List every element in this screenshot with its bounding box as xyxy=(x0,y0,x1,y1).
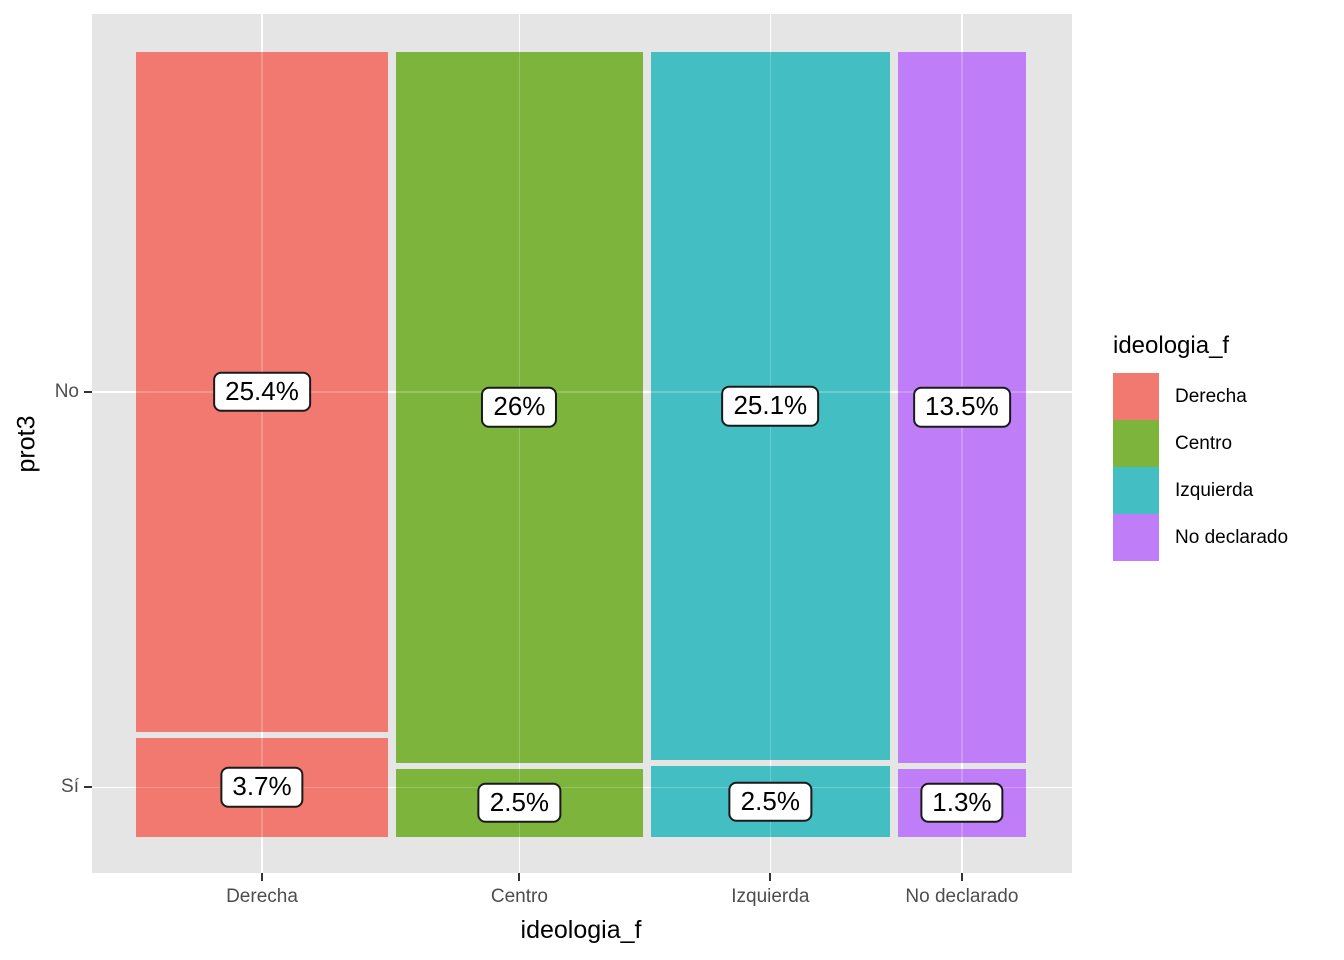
x-tick-label: Izquierda xyxy=(731,886,810,907)
x-tick-label: Derecha xyxy=(226,886,298,907)
x-axis-title: ideologia_f xyxy=(520,916,642,944)
percent-label: 25.4% xyxy=(213,371,311,413)
percent-label: 3.7% xyxy=(220,767,304,808)
legend-swatch-icon xyxy=(1113,514,1159,561)
percent-label: 2.5% xyxy=(477,782,562,824)
x-tick-label: Centro xyxy=(490,886,548,907)
legend-item-derecha: Derecha xyxy=(1113,373,1288,420)
legend-swatch-icon xyxy=(1113,467,1159,514)
legend-title: ideologia_f xyxy=(1113,332,1230,359)
legend-items: Derecha Centro Izquierda No declarado xyxy=(1113,373,1288,561)
legend: ideologia_f Derecha Centro Izquierda No dec… xyxy=(1113,332,1288,561)
legend-item-label: Centro xyxy=(1175,432,1233,454)
percent-label: 13.5% xyxy=(913,387,1011,428)
gridline-vertical xyxy=(518,14,521,873)
percent-label: 2.5% xyxy=(728,781,812,822)
gridline-vertical xyxy=(769,14,772,873)
x-tick-mark xyxy=(261,873,263,881)
legend-item-label: Izquierda xyxy=(1175,479,1254,501)
y-axis-title: prot3 xyxy=(12,415,41,472)
legend-swatch-icon xyxy=(1113,420,1159,467)
y-tick-label: No xyxy=(54,380,79,402)
percent-label: 26% xyxy=(481,387,558,428)
gridline-horizontal xyxy=(92,786,1072,789)
gridline-vertical xyxy=(961,14,963,873)
legend-item-label: No declarado xyxy=(1175,526,1289,548)
legend-item-label: Derecha xyxy=(1175,385,1247,407)
legend-item-centro: Centro xyxy=(1113,420,1288,467)
gridline-horizontal xyxy=(92,391,1072,393)
percent-label: 25.1% xyxy=(721,385,820,427)
plot-panel: 25.4% 3.7% 26% 2.5% 25.1% 2.5% 13.5% 1.3% xyxy=(92,14,1072,873)
x-tick-mark xyxy=(518,873,521,881)
legend-item-izquierda: Izquierda xyxy=(1113,467,1288,514)
x-tick-mark xyxy=(769,873,772,881)
legend-item-no-declarado: No declarado xyxy=(1113,514,1288,561)
x-tick-label: No declarado xyxy=(905,886,1019,907)
legend-swatch-icon xyxy=(1113,373,1159,420)
percent-label: 1.3% xyxy=(920,782,1004,824)
y-tick-label: Sí xyxy=(61,776,79,798)
y-tick-mark xyxy=(84,390,92,393)
x-tick-mark xyxy=(960,873,963,881)
y-tick-mark xyxy=(84,786,92,789)
gridline-vertical xyxy=(261,14,263,873)
